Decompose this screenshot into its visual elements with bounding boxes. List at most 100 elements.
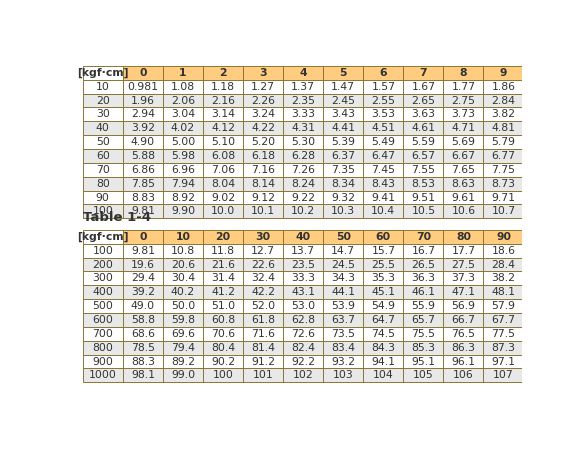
Bar (363, 66, 403, 80)
Bar (243, 149, 283, 163)
Text: 86.3: 86.3 (451, 343, 476, 353)
Bar (484, 244, 524, 258)
Text: 5.20: 5.20 (251, 137, 275, 147)
Text: 34.3: 34.3 (331, 273, 355, 283)
Text: 9.22: 9.22 (291, 193, 315, 202)
Text: 25.5: 25.5 (371, 260, 396, 270)
Bar (403, 299, 444, 313)
Text: 6.47: 6.47 (371, 151, 396, 161)
Text: 0.981: 0.981 (128, 82, 158, 92)
Text: 10.8: 10.8 (171, 246, 195, 256)
Bar (163, 313, 203, 327)
Text: 6.77: 6.77 (491, 151, 516, 161)
Text: 9.41: 9.41 (371, 193, 396, 202)
Text: 10.7: 10.7 (491, 206, 516, 216)
Text: 10: 10 (96, 82, 110, 92)
Text: 8.04: 8.04 (211, 179, 235, 189)
Bar (283, 177, 323, 191)
Text: 90: 90 (496, 232, 511, 242)
Text: 1.37: 1.37 (291, 82, 315, 92)
Text: 8.92: 8.92 (171, 193, 195, 202)
Bar (484, 369, 524, 382)
Bar (243, 271, 283, 286)
Text: 7.94: 7.94 (171, 179, 195, 189)
Bar (283, 149, 323, 163)
Text: 7.45: 7.45 (371, 165, 396, 175)
Text: 32.4: 32.4 (251, 273, 275, 283)
Text: 68.6: 68.6 (131, 329, 155, 339)
Bar (323, 313, 363, 327)
Text: 7.55: 7.55 (411, 165, 436, 175)
Bar (82, 327, 123, 341)
Bar (363, 286, 403, 299)
Text: 22.6: 22.6 (251, 260, 275, 270)
Text: 8: 8 (460, 68, 467, 78)
Text: 21.6: 21.6 (211, 260, 235, 270)
Text: 400: 400 (92, 287, 113, 297)
Bar (484, 66, 524, 80)
Text: 43.1: 43.1 (291, 287, 315, 297)
Bar (82, 204, 123, 219)
Bar (444, 230, 484, 244)
Bar (203, 135, 243, 149)
Text: 101: 101 (253, 371, 274, 380)
Bar (363, 93, 403, 108)
Bar (444, 121, 484, 135)
Bar (323, 286, 363, 299)
Text: 40: 40 (96, 123, 110, 133)
Bar (403, 327, 444, 341)
Text: 1.08: 1.08 (171, 82, 195, 92)
Text: 6.08: 6.08 (211, 151, 235, 161)
Text: 53.0: 53.0 (291, 301, 316, 311)
Bar (283, 121, 323, 135)
Bar (203, 258, 243, 271)
Text: 83.4: 83.4 (331, 343, 355, 353)
Text: 50: 50 (336, 232, 351, 242)
Text: 3.53: 3.53 (371, 110, 396, 119)
Text: 1.96: 1.96 (131, 95, 155, 106)
Text: 19.6: 19.6 (131, 260, 155, 270)
Bar (163, 286, 203, 299)
Text: 1: 1 (179, 68, 187, 78)
Text: 3.73: 3.73 (451, 110, 476, 119)
Text: 6.18: 6.18 (251, 151, 275, 161)
Text: 4.61: 4.61 (411, 123, 436, 133)
Bar (323, 244, 363, 258)
Text: 89.2: 89.2 (171, 356, 195, 367)
Bar (444, 177, 484, 191)
Text: 45.1: 45.1 (371, 287, 396, 297)
Text: 9.81: 9.81 (131, 246, 155, 256)
Text: 100: 100 (213, 371, 234, 380)
Bar (203, 149, 243, 163)
Bar (363, 177, 403, 191)
Bar (163, 354, 203, 369)
Bar (163, 108, 203, 121)
Bar (363, 149, 403, 163)
Text: 40: 40 (296, 232, 311, 242)
Bar (323, 135, 363, 149)
Text: 35.3: 35.3 (371, 273, 396, 283)
Text: 8.73: 8.73 (491, 179, 516, 189)
Bar (123, 354, 163, 369)
Text: 42.2: 42.2 (251, 287, 275, 297)
Bar (243, 135, 283, 149)
Text: 9.90: 9.90 (171, 206, 195, 216)
Bar (323, 327, 363, 341)
Bar (123, 191, 163, 204)
Text: 100: 100 (92, 246, 113, 256)
Text: 54.9: 54.9 (371, 301, 396, 311)
Text: 75.5: 75.5 (411, 329, 436, 339)
Bar (243, 286, 283, 299)
Text: 98.1: 98.1 (131, 371, 155, 380)
Text: 9.12: 9.12 (251, 193, 275, 202)
Bar (283, 258, 323, 271)
Text: 2.65: 2.65 (411, 95, 436, 106)
Bar (363, 369, 403, 382)
Bar (323, 93, 363, 108)
Bar (203, 313, 243, 327)
Bar (484, 93, 524, 108)
Text: 7.75: 7.75 (491, 165, 516, 175)
Text: 4.02: 4.02 (171, 123, 195, 133)
Bar (484, 177, 524, 191)
Text: 97.1: 97.1 (491, 356, 516, 367)
